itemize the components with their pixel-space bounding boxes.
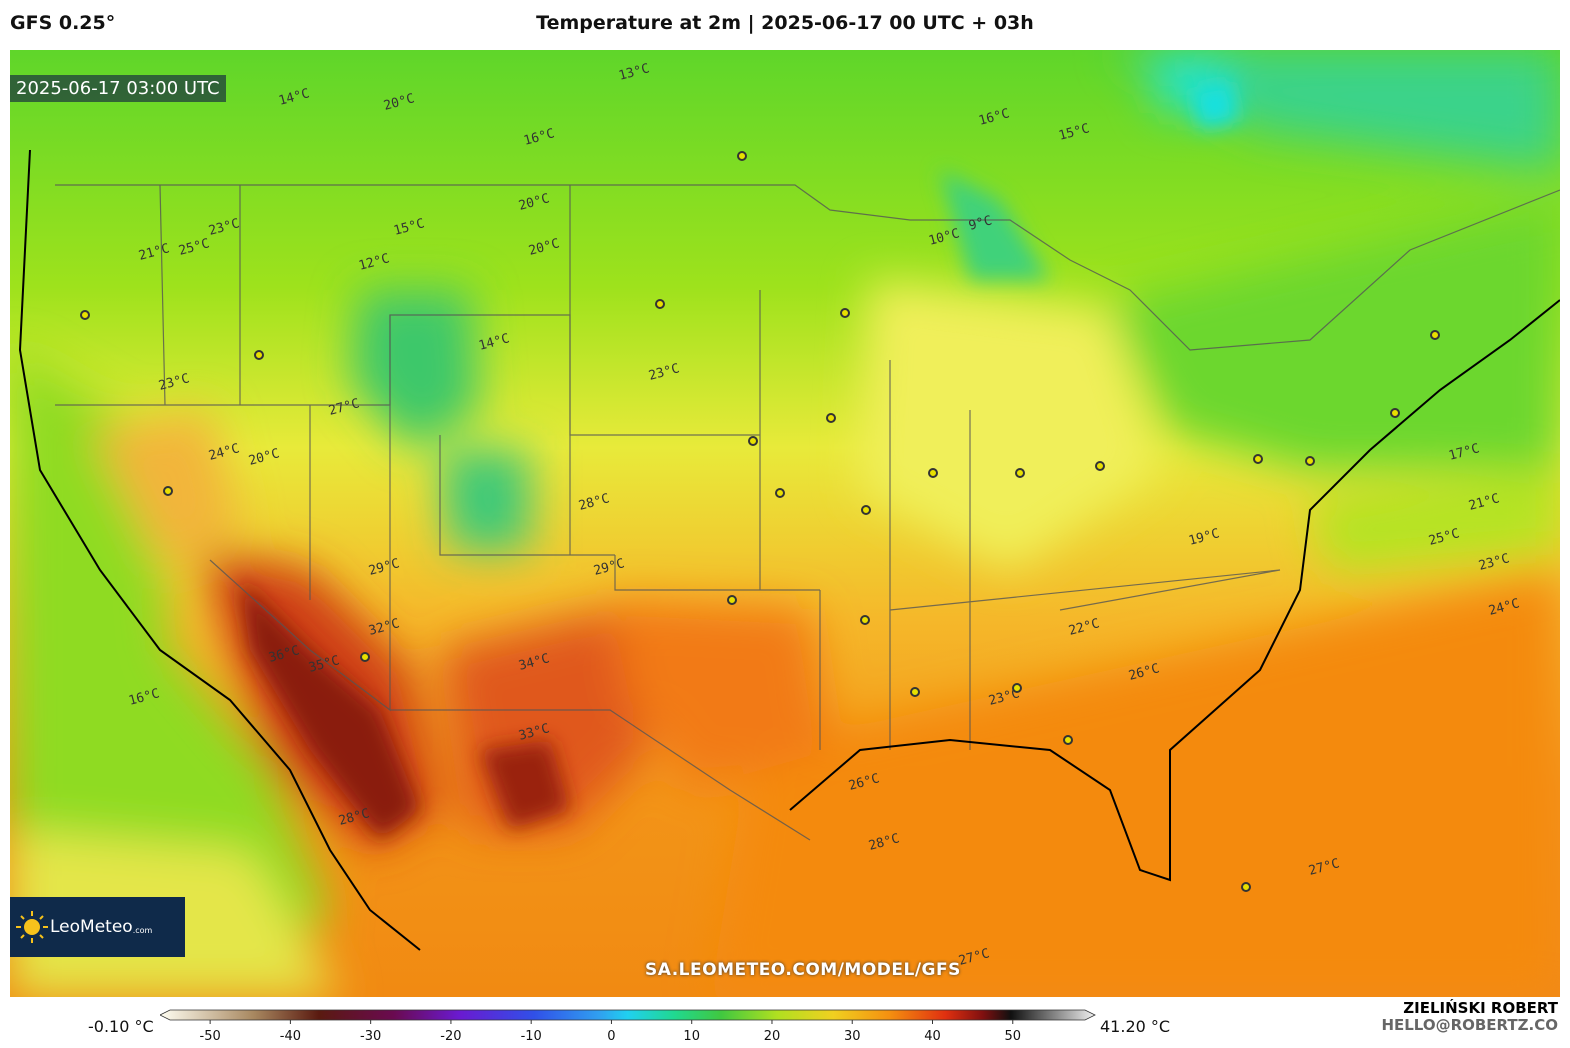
colorbar-tick-label: 40 [924, 1029, 941, 1044]
logo-suffix: .com [132, 925, 153, 935]
colorbar-tick-label: -50 [200, 1029, 221, 1044]
credit-email: HELLO@ROBERTZ.CO [1381, 1016, 1558, 1034]
title: Temperature at 2m | 2025-06-17 00 UTC + … [536, 12, 1034, 34]
colorbar-tick-label: -40 [280, 1029, 301, 1044]
watermark: SA.LEOMETEO.COM/MODEL/GFS [645, 960, 961, 980]
colorbar-bar [160, 1009, 1096, 1021]
credit-name: ZIELIŃSKI ROBERT [1403, 999, 1558, 1017]
map: 20°C16°C 15°C13°C14°C16°C9°C10°C20°C20°C1… [10, 50, 1560, 997]
logo: LeoMeteo .com [10, 897, 185, 957]
logo-name: LeoMeteo [50, 917, 133, 937]
model-label: GFS 0.25° [10, 12, 116, 34]
contour-label: 9°C [967, 213, 994, 234]
timestamp: 2025-06-17 03:00 UTC [10, 75, 226, 102]
colorbar-tick-label: 0 [607, 1029, 615, 1044]
colorbar-min: -0.10 °C [88, 1017, 154, 1036]
colorbar-tick-label: -20 [440, 1029, 461, 1044]
colorbar-tick-label: 30 [844, 1029, 861, 1044]
colorbar-tick-label: 20 [764, 1029, 781, 1044]
colorbar-max: 41.20 °C [1100, 1017, 1171, 1036]
colorbar-tick-label: -10 [521, 1029, 542, 1044]
logo-sun [16, 911, 48, 943]
credit: ZIELIŃSKI ROBERT HELLO@ROBERTZ.CO [1381, 1000, 1558, 1034]
colorbar-tick-label: -30 [360, 1029, 381, 1044]
colorbar-tick-label: 50 [1004, 1029, 1021, 1044]
colorbar: -50 -40 -30 -20 -10 0 10 20 30 40 50 [160, 1009, 1096, 1044]
colorbar-tick-label: 10 [683, 1029, 700, 1044]
